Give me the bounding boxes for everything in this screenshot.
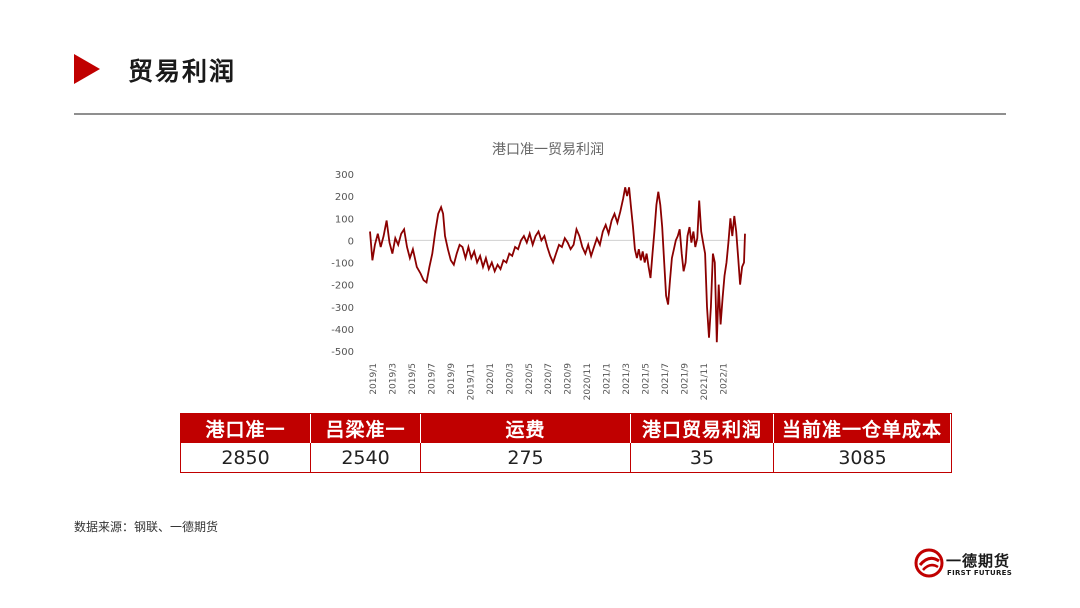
price-table: 港口准一 吕梁准一 运费 港口贸易利润 当前准一仓单成本 2850 2540 2… <box>180 413 952 473</box>
x-tick-label: 2021/7 <box>661 363 671 395</box>
table-header-cell: 运费 <box>421 414 631 443</box>
x-tick-label: 2021/5 <box>642 363 652 395</box>
company-logo: 一德期货 FIRST FUTURES <box>914 548 1014 582</box>
table-header-cell: 港口贸易利润 <box>631 414 774 443</box>
series-line <box>369 187 746 343</box>
chart-svg: 港口准一贸易利润 3002001000-100-200-300-400-500 … <box>331 142 746 401</box>
y-tick-label: -400 <box>331 325 354 336</box>
y-axis-ticks: 300 200 100 0 -100 -200 -300 -400 -500 <box>331 170 354 358</box>
logo-english-name: FIRST FUTURES <box>947 569 1013 577</box>
x-tick-label: 2020/7 <box>544 363 554 395</box>
profit-line-chart: 港口准一贸易利润 300 200 100 0 -100 -200 -300 -400 -500 … <box>320 128 756 402</box>
page-title: 贸易利润 <box>128 57 237 86</box>
chart-title: 港口准一贸易利润 <box>492 142 604 158</box>
y-tick-label: -500 <box>331 347 354 358</box>
x-tick-label: 2021/1 <box>603 363 613 395</box>
table-value-cell: 35 <box>631 443 774 472</box>
logo-mark-icon <box>914 548 944 578</box>
table-value-cell: 275 <box>421 443 631 472</box>
x-tick-label: 2021/3 <box>622 363 632 395</box>
x-tick-label: 2020/11 <box>583 363 593 400</box>
x-tick-label: 2019/11 <box>466 363 476 400</box>
y-tick-label: 100 <box>335 214 354 225</box>
x-tick-label: 2020/1 <box>486 363 496 395</box>
x-tick-label: 2019/9 <box>447 363 457 395</box>
header-divider <box>74 113 1006 115</box>
table-value-cell: 2850 <box>181 443 311 472</box>
table-header-cell: 港口准一 <box>181 414 311 443</box>
title-arrow-icon <box>74 54 100 84</box>
x-tick-label: 2021/11 <box>700 363 710 400</box>
x-tick-label: 2020/9 <box>564 363 574 395</box>
y-tick-label: -100 <box>331 259 354 270</box>
x-tick-label: 2020/3 <box>505 363 515 395</box>
table-header-cell: 当前准一仓单成本 <box>774 414 951 443</box>
x-axis-ticks: 2019/1 2019/3 2019/5 2019/7 2019/9 2019/11 202… <box>369 363 730 401</box>
table-value-cell: 2540 <box>311 443 421 472</box>
x-tick-label: 2022/1 <box>720 363 730 395</box>
table-header-cell: 吕梁准一 <box>311 414 421 443</box>
x-tick-label: 2019/5 <box>408 363 418 395</box>
y-tick-label: 200 <box>335 192 354 203</box>
table-value-cell: 3085 <box>774 443 951 472</box>
y-tick-label: -200 <box>331 281 354 292</box>
y-tick-label: 0 <box>348 236 354 247</box>
logo-chinese-name: 一德期货 <box>946 552 1011 570</box>
y-tick-label: 300 <box>335 170 354 181</box>
x-tick-label: 2020/5 <box>525 363 535 395</box>
y-tick-label: -300 <box>331 303 354 314</box>
x-tick-label: 2019/1 <box>369 363 379 395</box>
x-tick-label: 2021/9 <box>681 363 691 395</box>
data-source-note: 数据来源：钢联、一德期货 <box>74 520 219 534</box>
x-tick-label: 2019/3 <box>388 363 398 395</box>
x-tick-label: 2019/7 <box>427 363 437 395</box>
